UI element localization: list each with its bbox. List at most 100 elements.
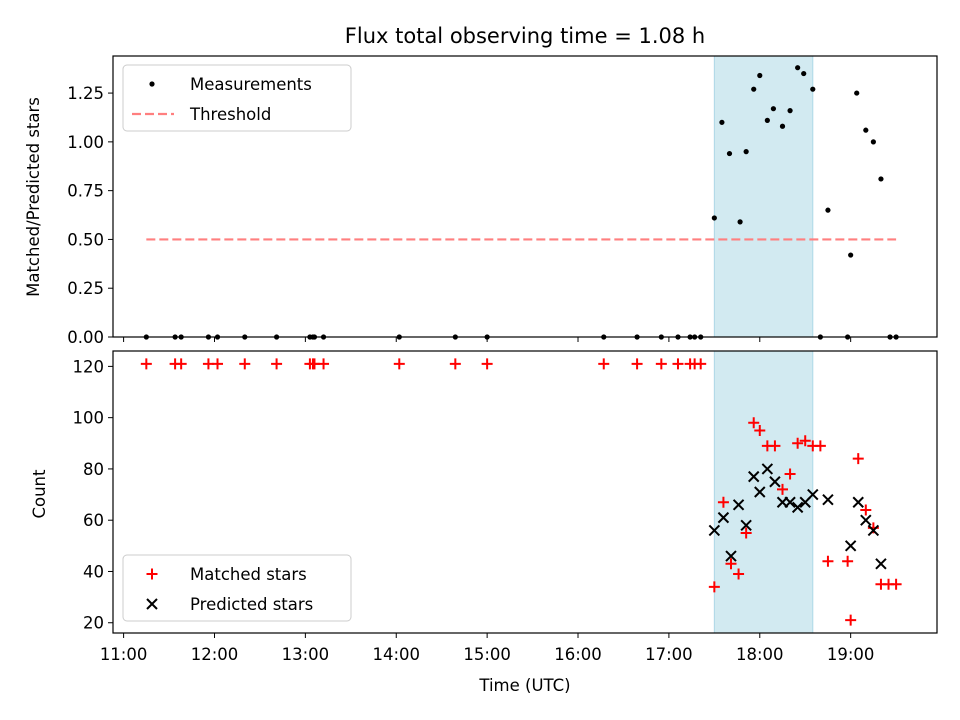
x-tick-label: 14:00 (372, 645, 420, 664)
bottom-y-tick-label: 100 (73, 409, 105, 428)
measurement-point (743, 149, 749, 155)
matched-star-point (754, 424, 766, 436)
predicted-star-point (875, 558, 887, 570)
x-tick-label: 11:00 (100, 645, 148, 664)
top-legend-box (122, 64, 352, 132)
x-tick-label: 16:00 (554, 645, 602, 664)
matched-star-point (792, 437, 804, 449)
matched-star-point (733, 568, 745, 580)
bottom-panel: 20 40 60 80 100 120 11:00 12:00 13:00 14:00 15:00 1… (73, 350, 938, 664)
matched-star-point (845, 614, 857, 626)
measurement-point (719, 119, 725, 125)
measurement-point (854, 90, 860, 96)
matched-star-point (740, 527, 752, 539)
predicted-star-point (844, 540, 857, 552)
matched-star-point (708, 581, 720, 593)
bottom-highlight-span (713, 350, 814, 634)
predicted-star-point (725, 550, 737, 562)
legend-marker-predicted (146, 598, 158, 610)
legend-label: Predicted stars (190, 595, 313, 614)
bottom-y-tick-label: 120 (73, 357, 105, 376)
matched-star-point (814, 440, 826, 452)
legend-marker-matched (146, 568, 158, 580)
matched-star-point (140, 358, 152, 370)
legend-marker-measurements (149, 81, 155, 87)
measurement-point (770, 106, 777, 112)
predicted-star-point (852, 496, 864, 508)
x-tick-label: 18:00 (736, 645, 784, 664)
bottom-legend: Matched stars Predicted stars (122, 554, 352, 622)
matched-star-point (212, 358, 224, 370)
matched-star-point (175, 358, 187, 370)
matched-star-point (890, 578, 902, 590)
bottom-y-axis-label: Count (30, 469, 49, 519)
predicted-star-point (822, 493, 834, 506)
measurement-point (711, 215, 717, 221)
matched-star-point (777, 483, 788, 495)
legend-label: Measurements (190, 75, 312, 94)
predicted-star-point (748, 470, 760, 483)
measurement-point (810, 86, 816, 92)
matched-star-point (481, 358, 493, 370)
bottom-y-tick-label: 80 (83, 460, 104, 479)
matched-star-point (717, 496, 729, 508)
matched-star-point (449, 358, 461, 370)
measurement-point (870, 139, 876, 145)
matched-star-point (695, 358, 707, 370)
measurement-point (863, 127, 869, 133)
top-y-tick-label: 0.00 (67, 328, 104, 347)
top-y-axis-label: Matched/Predicted stars (24, 97, 43, 297)
top-y-tick-label: 0.50 (67, 230, 104, 249)
predicted-star-point (717, 511, 730, 524)
predicted-star-point (860, 514, 872, 526)
matched-star-point (631, 358, 643, 370)
top-legend: Measurements Threshold (122, 64, 352, 132)
measurement-point (751, 86, 757, 92)
matched-star-point (748, 417, 760, 429)
matched-star-point (393, 358, 405, 370)
x-axis-label: Time (UTC) (478, 676, 570, 695)
measurement-point (779, 123, 786, 129)
matched-star-point (271, 358, 283, 370)
x-tick-label: 15:00 (463, 645, 511, 664)
predicted-star-point (754, 486, 766, 498)
matched-star-point (239, 358, 251, 370)
predicted-star-point (784, 496, 796, 508)
predicted-star-point (732, 499, 745, 511)
top-panel: 0.00 0.25 0.50 0.75 1.00 1.25 Measurements Thre… (67, 55, 938, 347)
predicted-star-point (791, 501, 804, 514)
predicted-star-point (807, 488, 819, 501)
legend-label: Threshold (189, 105, 271, 124)
predicted-star-point (761, 463, 774, 475)
top-axes-frame (112, 55, 938, 338)
matched-star-point (769, 440, 781, 452)
bottom-y-tick-label: 20 (83, 614, 104, 633)
x-tick-label: 12:00 (191, 645, 239, 664)
measurement-point (825, 207, 831, 213)
top-highlight-span (713, 55, 814, 338)
bottom-axes-frame (112, 350, 938, 634)
measurement-point (801, 70, 807, 77)
top-y-tick-label: 0.25 (67, 279, 104, 298)
chart-title: Flux total observing time = 1.08 h (345, 24, 705, 48)
predicted-star-point (708, 524, 721, 537)
matched-star-point (852, 453, 864, 465)
measurement-point (757, 72, 763, 79)
matched-star-point (799, 435, 811, 447)
bottom-series-1 (708, 463, 887, 570)
matched-star-point (725, 558, 737, 570)
bottom-y-tick-label: 40 (83, 562, 104, 581)
matched-star-point (672, 358, 684, 370)
plot-layer: 0.00 0.25 0.50 0.75 1.00 1.25 Measurements Thre… (67, 55, 938, 664)
matched-star-point (784, 468, 796, 480)
top-y-tick-label: 0.75 (67, 182, 104, 201)
top-series-0 (143, 65, 899, 340)
legend-label: Matched stars (190, 565, 307, 584)
x-tick-label: 17:00 (645, 645, 693, 664)
top-y-tick-label: 1.00 (67, 133, 104, 152)
matched-star-point (842, 555, 854, 567)
bottom-series-0 (140, 358, 902, 626)
x-tick-label: 13:00 (282, 645, 330, 664)
measurement-point (848, 252, 854, 258)
